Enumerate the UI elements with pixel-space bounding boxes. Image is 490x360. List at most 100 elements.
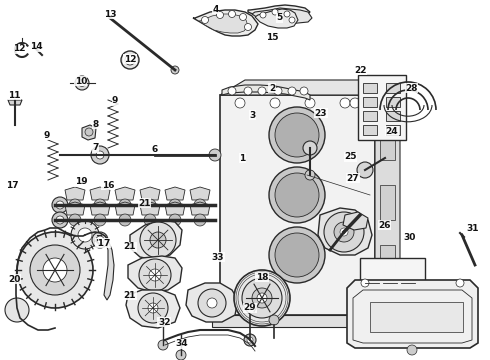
- Circle shape: [169, 214, 181, 226]
- Circle shape: [289, 17, 295, 23]
- Text: 15: 15: [266, 33, 278, 42]
- Circle shape: [305, 98, 315, 108]
- Circle shape: [235, 98, 245, 108]
- Circle shape: [140, 222, 176, 258]
- Bar: [386, 111, 400, 121]
- Polygon shape: [252, 8, 312, 24]
- Circle shape: [361, 279, 369, 287]
- Circle shape: [340, 228, 348, 236]
- Circle shape: [169, 199, 181, 211]
- Circle shape: [217, 12, 223, 18]
- Circle shape: [244, 87, 252, 95]
- Circle shape: [158, 340, 168, 350]
- Circle shape: [69, 214, 81, 226]
- Circle shape: [92, 232, 108, 248]
- Polygon shape: [128, 256, 182, 292]
- Circle shape: [52, 212, 68, 228]
- Polygon shape: [115, 187, 135, 200]
- Circle shape: [139, 259, 171, 291]
- Text: 8: 8: [93, 120, 98, 129]
- Polygon shape: [115, 202, 135, 215]
- Circle shape: [407, 345, 417, 355]
- Text: 13: 13: [104, 10, 117, 19]
- Text: 12: 12: [123, 55, 136, 64]
- Circle shape: [56, 201, 64, 209]
- Circle shape: [288, 87, 296, 95]
- Circle shape: [150, 232, 166, 248]
- Circle shape: [269, 167, 325, 223]
- Circle shape: [43, 258, 67, 282]
- Circle shape: [300, 87, 308, 95]
- Circle shape: [17, 232, 93, 308]
- Polygon shape: [343, 212, 368, 230]
- Circle shape: [303, 141, 317, 155]
- Text: 34: 34: [175, 339, 188, 348]
- Circle shape: [149, 269, 161, 281]
- Bar: [386, 83, 400, 93]
- Bar: [212, 315, 383, 327]
- Text: 16: 16: [101, 181, 114, 190]
- Circle shape: [242, 278, 282, 318]
- Circle shape: [228, 87, 236, 95]
- Circle shape: [275, 233, 319, 277]
- Circle shape: [198, 289, 226, 317]
- Text: 9: 9: [43, 130, 50, 139]
- Bar: [363, 83, 377, 93]
- Circle shape: [119, 199, 131, 211]
- Circle shape: [228, 10, 236, 18]
- Circle shape: [258, 87, 266, 95]
- Text: 26: 26: [378, 220, 391, 230]
- Circle shape: [456, 279, 464, 287]
- Polygon shape: [90, 202, 110, 215]
- Text: 33: 33: [212, 253, 224, 262]
- Circle shape: [30, 245, 80, 295]
- Circle shape: [269, 107, 325, 163]
- Text: 27: 27: [346, 174, 359, 183]
- Text: 32: 32: [158, 318, 171, 327]
- Circle shape: [234, 270, 290, 326]
- Circle shape: [5, 298, 29, 322]
- Polygon shape: [130, 220, 182, 260]
- Circle shape: [138, 293, 168, 323]
- Text: 12: 12: [13, 44, 26, 53]
- Polygon shape: [8, 100, 22, 105]
- Circle shape: [269, 227, 325, 283]
- Polygon shape: [82, 125, 96, 140]
- Text: 31: 31: [466, 224, 479, 233]
- Polygon shape: [165, 187, 185, 200]
- Polygon shape: [375, 80, 400, 315]
- Circle shape: [275, 173, 319, 217]
- Bar: [363, 97, 377, 107]
- Circle shape: [257, 293, 267, 303]
- Circle shape: [125, 55, 135, 65]
- Polygon shape: [165, 202, 185, 215]
- Circle shape: [85, 128, 93, 136]
- Text: 21: 21: [123, 291, 136, 300]
- Text: 14: 14: [30, 42, 43, 51]
- Polygon shape: [193, 10, 258, 36]
- Polygon shape: [255, 9, 298, 28]
- Bar: [220, 95, 375, 315]
- Text: 29: 29: [244, 303, 256, 312]
- Bar: [363, 125, 377, 135]
- Circle shape: [245, 23, 251, 31]
- Circle shape: [194, 199, 206, 211]
- Circle shape: [334, 222, 354, 242]
- Text: 19: 19: [74, 177, 87, 186]
- Bar: [386, 97, 400, 107]
- Polygon shape: [318, 208, 372, 255]
- Circle shape: [194, 214, 206, 226]
- Circle shape: [305, 170, 315, 180]
- Text: 1: 1: [240, 154, 245, 163]
- Circle shape: [269, 315, 279, 325]
- Text: 30: 30: [403, 233, 416, 242]
- Polygon shape: [65, 202, 85, 215]
- Bar: [380, 185, 395, 220]
- Circle shape: [247, 337, 253, 343]
- Text: 9: 9: [112, 96, 119, 105]
- Circle shape: [148, 303, 158, 313]
- Polygon shape: [65, 187, 85, 200]
- Polygon shape: [199, 14, 248, 33]
- Text: 17: 17: [6, 181, 19, 190]
- Circle shape: [144, 214, 156, 226]
